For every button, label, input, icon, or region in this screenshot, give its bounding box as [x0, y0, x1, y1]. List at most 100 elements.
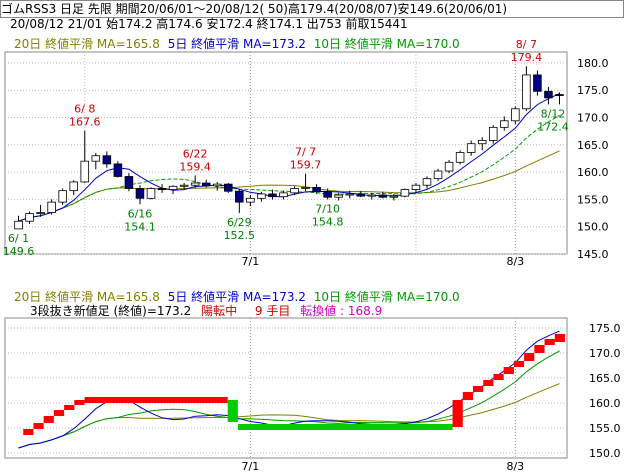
new-price-block-8	[237, 424, 453, 430]
candle-body-36	[411, 184, 421, 190]
annot-high-value-7: 179.4	[511, 51, 543, 64]
new-price-block-12	[483, 380, 494, 386]
lower-y-tick-5: 175.0	[589, 322, 621, 335]
annot-high-date-5: 7/ 7	[295, 146, 316, 159]
new-price-block-13	[493, 374, 504, 380]
annot-high-date-7: 8/ 7	[516, 38, 537, 51]
candle-body-13	[157, 188, 167, 190]
new-price-block-19	[554, 334, 565, 342]
upper-x-tick-1: 8/3	[506, 255, 524, 268]
annot-high-value-3: 159.4	[179, 160, 211, 173]
candle-body-27	[312, 186, 321, 193]
annot-low-date-1: 6/ 1	[8, 232, 29, 245]
lower-y-tick-3: 165.0	[589, 372, 621, 385]
candle-body-20	[235, 190, 244, 203]
candle-body-19	[224, 183, 233, 192]
candle-body-26	[301, 186, 310, 189]
new-price-block-4	[64, 405, 75, 410]
upper-plot-area	[4, 51, 568, 255]
new-price-block-1	[33, 423, 44, 429]
new-price-label: 3段抜き新値足 (終値)=173.2	[30, 304, 192, 318]
ma5-line-upper	[18, 93, 560, 222]
upper-x-tick-0: 7/1	[242, 255, 260, 268]
candle-body-43	[488, 126, 498, 141]
annot-low-value-4: 152.5	[224, 229, 256, 242]
candle-body-23	[268, 193, 277, 198]
candle-body-1	[25, 213, 34, 222]
annot-low-value-1: 149.6	[3, 245, 35, 258]
candle-body-14	[168, 185, 178, 190]
annot-high-value-0: 167.6	[69, 116, 101, 129]
candle-body-39	[444, 161, 454, 172]
upper-y-tick-5: 170.0	[577, 112, 609, 125]
annot-low-date-6: 7/10	[315, 202, 340, 215]
lower-x-tick-1: 8/3	[506, 460, 524, 473]
new-price-block-3	[53, 410, 65, 416]
candle-body-11	[135, 188, 145, 199]
new-price-block-11	[473, 386, 484, 392]
candle-body-25	[290, 188, 299, 194]
candle-body-35	[400, 189, 410, 197]
new-price-block-14	[503, 367, 514, 374]
upper-y-tick-1: 150.0	[577, 221, 609, 234]
candle-body-12	[146, 188, 156, 199]
legend-ma10-lower: 10日 終値平滑 MA=170.0	[313, 290, 460, 304]
candle-body-46	[522, 74, 531, 110]
ma10-line-lower	[18, 350, 560, 449]
new-price-block-10	[462, 392, 473, 400]
candle-body-31	[356, 193, 366, 197]
candle-body-49	[555, 94, 564, 96]
upper-y-tick-2: 155.0	[577, 193, 609, 206]
candle-body-5	[69, 181, 78, 192]
ma10-line-upper	[18, 114, 560, 222]
candle-body-2	[36, 212, 45, 214]
candle-body-22	[257, 193, 266, 199]
upper-y-tick-3: 160.0	[577, 166, 609, 179]
trend-count: 9 手目	[254, 304, 291, 318]
candle-body-41	[466, 143, 476, 153]
lower-y-tick-1: 155.0	[589, 422, 621, 435]
legend-ma20: 20日 終値平滑 MA=165.8	[14, 37, 160, 51]
candle-body-24	[279, 192, 288, 198]
candle-body-18	[212, 183, 222, 187]
candle-body-48	[544, 90, 553, 99]
legend-lower: 20日 終値平滑 MA=165.8 5日 終値平滑 MA=173.2 10日 終…	[14, 290, 460, 304]
legend-ma5: 5日 終値平滑 MA=173.2	[167, 37, 306, 51]
candle-body-16	[190, 182, 200, 186]
candle-body-33	[378, 194, 388, 198]
candle-body-32	[367, 194, 377, 197]
candle-body-10	[124, 176, 134, 189]
lower-y-tick-4: 170.0	[589, 347, 621, 360]
annot-low-value-8: 172.4	[537, 120, 569, 133]
new-price-block-5	[74, 400, 85, 405]
annot-low-value-6: 154.8	[312, 215, 344, 228]
candle-body-15	[179, 184, 189, 187]
candle-body-37	[422, 178, 432, 186]
annot-low-date-8: 8/12	[541, 107, 566, 120]
candle-body-9	[113, 163, 123, 177]
upper-y-tick-6: 175.0	[577, 84, 609, 97]
lower-x-tick-0: 7/1	[242, 460, 260, 473]
candle-body-4	[58, 190, 67, 203]
new-price-block-17	[534, 345, 545, 353]
candle-body-29	[334, 194, 343, 198]
candle-body-45	[511, 108, 520, 122]
candle-body-17	[201, 182, 211, 187]
candle-body-40	[455, 152, 465, 163]
new-price-block-9	[452, 400, 463, 427]
candle-body-44	[500, 120, 509, 128]
new-price-block-16	[524, 353, 535, 361]
upper-y-tick-4: 165.0	[577, 139, 609, 152]
legend-ma10: 10日 終値平滑 MA=170.0	[313, 37, 460, 51]
candle-body-34	[389, 195, 399, 198]
annot-low-date-2: 6/16	[128, 207, 153, 220]
legend-ma5-lower: 5日 終値平滑 MA=173.2	[167, 290, 306, 304]
legend-upper: 20日 終値平滑 MA=165.8 5日 終値平滑 MA=173.2 10日 終…	[14, 37, 460, 51]
candle-body-8	[102, 155, 112, 165]
chart-title-bar: ゴムRSS3 日足 先限 期間20/06/01～20/08/12( 50)高17…	[0, 0, 624, 18]
candle-body-21	[246, 197, 255, 203]
upper-y-tick-0: 145.0	[577, 248, 609, 261]
new-price-block-0	[23, 429, 34, 435]
legend-ma20-lower: 20日 終値平滑 MA=165.8	[14, 290, 160, 304]
